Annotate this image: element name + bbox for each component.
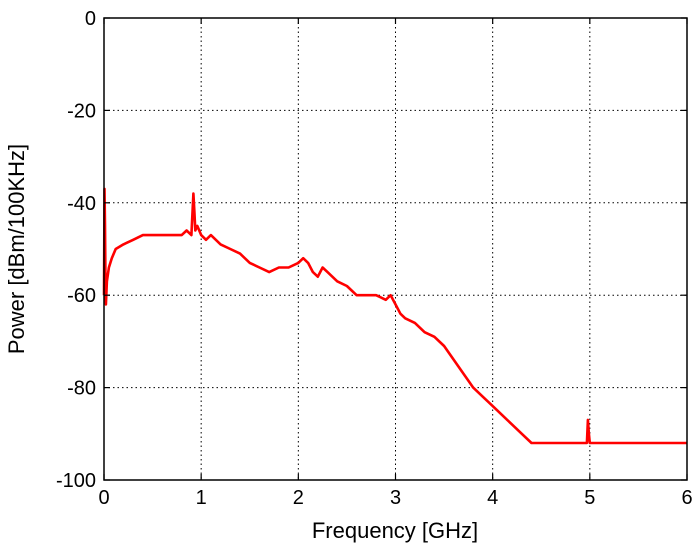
x-tick-label: 1 [196,487,207,509]
series-line-power [102,187,687,445]
y-tick-label: -80 [67,378,96,400]
x-tick-label: 3 [390,487,401,509]
y-tick-label: -20 [67,100,96,122]
grid-lines [104,18,687,480]
x-axis-label: Frequency [GHz] [312,518,478,543]
x-tick-label: 0 [98,487,109,509]
x-tick-label: 4 [487,487,498,509]
y-tick-labels: 0 -20 -40 -60 -80 -100 [56,8,96,492]
x-tick-label: 5 [584,487,595,509]
x-tick-label: 2 [293,487,304,509]
axis-ticks [103,17,688,481]
y-tick-label: -100 [56,470,96,492]
x-tick-labels: 0 1 2 3 4 5 6 [98,487,692,509]
x-tick-label: 6 [681,487,692,509]
y-tick-label: 0 [85,8,96,30]
y-tick-label: -60 [67,285,96,307]
y-tick-label: -40 [67,193,96,215]
y-axis-label: Power [dBm/100KHz] [4,144,29,354]
